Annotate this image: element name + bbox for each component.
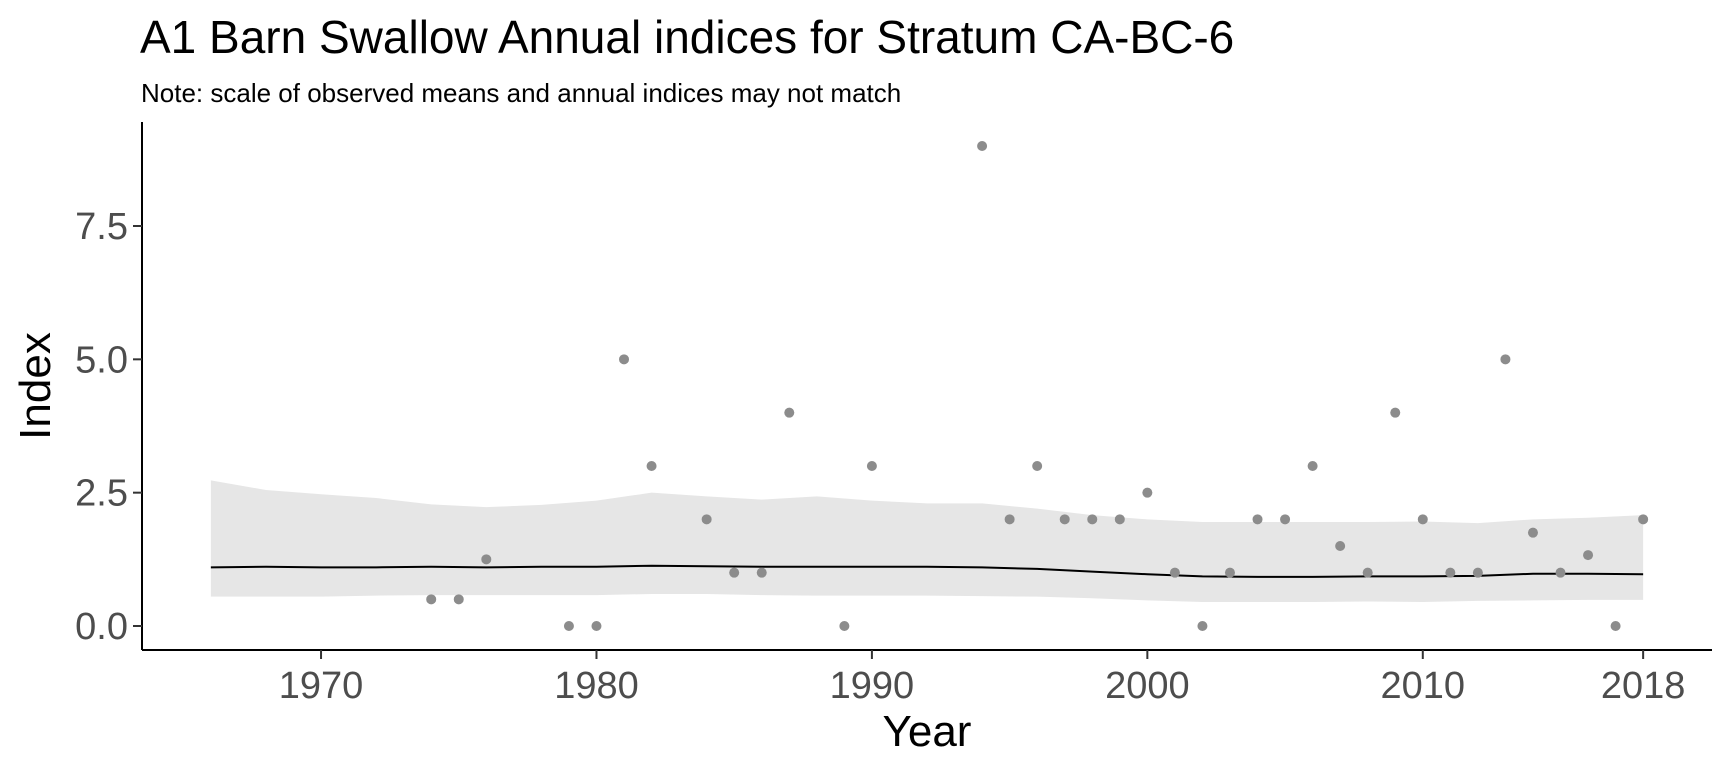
data-point [1527,527,1538,538]
data-point [1224,567,1235,578]
observed-means-layer [426,141,1649,631]
y-tick-label: 2.5 [75,473,128,515]
y-tick-label: 7.5 [75,206,128,248]
data-point [1004,514,1015,525]
y-ticks-layer: 0.0 2.5 5.0 7.5 [75,206,142,648]
data-point [563,621,574,631]
data-point [1114,514,1125,525]
data-point [1472,567,1483,578]
data-point [839,621,850,631]
data-point [426,594,437,605]
axes-layer [141,122,1712,651]
confidence-band-layer [210,480,1644,602]
data-point [1500,354,1511,365]
data-point [1307,461,1318,471]
data-point [729,567,740,578]
data-point [481,554,492,565]
data-point [453,594,464,605]
x-tick-label: 2000 [1105,665,1190,707]
data-point [1362,567,1373,578]
confidence-band [210,480,1644,602]
x-tick-label: 1980 [554,665,639,707]
y-tick-label: 5.0 [75,339,128,381]
data-point [1555,567,1566,578]
data-point [1280,514,1291,525]
y-tick-label: 0.0 [75,606,128,648]
y-axis-title: Index [11,332,60,440]
data-point [646,461,657,471]
chart-title: A1 Barn Swallow Annual indices for Strat… [140,11,1235,63]
trend-line-layer [210,564,1644,578]
data-point [1417,514,1428,525]
data-point [866,461,877,471]
data-point [1197,621,1208,631]
x-axis-title: Year [883,707,972,756]
data-point [1638,514,1649,525]
data-point [1169,567,1180,578]
data-point [977,141,988,151]
x-ticks-layer: 1970 1980 1990 2000 2010 2018 [279,650,1686,707]
data-point [756,567,767,578]
data-point [1059,514,1070,525]
chart-subtitle: Note: scale of observed means and annual… [141,78,902,108]
data-point [1445,567,1456,578]
data-point [1252,514,1263,525]
trend-line [210,564,1644,578]
x-tick-label: 1970 [279,665,364,707]
data-point [701,514,712,525]
data-point [1583,550,1594,561]
data-point [1032,461,1043,471]
data-point [1610,621,1621,631]
data-point [1087,514,1098,525]
data-point [784,407,795,418]
data-point [619,354,630,365]
x-tick-label: 2010 [1381,665,1466,707]
data-point [1142,487,1153,498]
x-tick-label: 2018 [1601,665,1686,707]
x-tick-label: 1990 [830,665,915,707]
data-point [1390,407,1401,418]
data-point [1335,541,1346,551]
data-point [591,621,602,631]
